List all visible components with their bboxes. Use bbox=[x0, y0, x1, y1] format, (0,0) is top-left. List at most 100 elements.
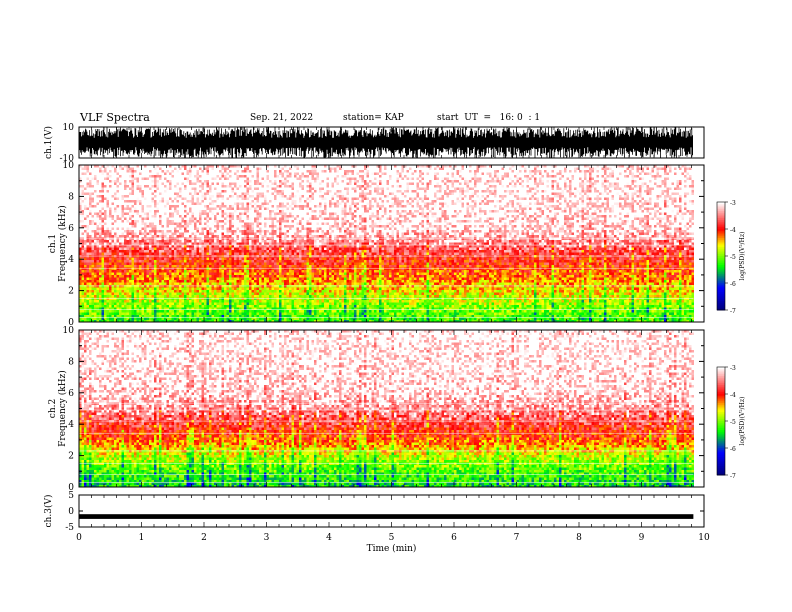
x-tick-label: 0 bbox=[76, 533, 82, 543]
colorbar-cell bbox=[717, 435, 725, 438]
x-tick-label: 4 bbox=[326, 533, 332, 543]
y-tick-label: 5 bbox=[68, 491, 74, 501]
colorbar-cell bbox=[717, 381, 725, 384]
x-tick-label: 7 bbox=[514, 533, 520, 543]
station-label: station= KAP bbox=[343, 113, 404, 123]
colorbar-cell bbox=[717, 460, 725, 463]
colorbar-cell bbox=[717, 446, 725, 449]
colorbar-cell bbox=[717, 266, 725, 270]
y-tick-label: 0 bbox=[68, 483, 74, 493]
colorbar-cell bbox=[717, 245, 725, 248]
colorbar-cell bbox=[717, 426, 725, 429]
colorbar-cell bbox=[717, 395, 725, 399]
colorbar-ch1: -3 -4 -5 -6 -7 log(PSD)(V²/Hz) bbox=[716, 200, 746, 315]
colorbar-cell bbox=[717, 230, 725, 234]
colorbar-cell bbox=[717, 379, 725, 382]
colorbar-cell bbox=[717, 221, 725, 225]
colorbar-cell bbox=[717, 394, 725, 397]
colorbar-cell bbox=[717, 261, 725, 264]
colorbar-cell bbox=[717, 471, 725, 474]
colorbar-cell bbox=[717, 392, 725, 395]
colorbar-cell bbox=[717, 374, 725, 377]
colorbar-tick-label: -7 bbox=[730, 308, 736, 315]
colorbar-cell bbox=[717, 234, 725, 237]
waveform-ch3 bbox=[79, 514, 694, 519]
y-tick-label: 0 bbox=[68, 507, 74, 517]
colorbar-cell bbox=[717, 281, 725, 284]
colorbar-cell bbox=[717, 428, 725, 431]
colorbar-cell bbox=[717, 209, 725, 212]
colorbar-cell bbox=[717, 466, 725, 469]
colorbar-cell bbox=[717, 424, 725, 427]
colorbar-cell bbox=[717, 250, 725, 253]
colorbar-cell bbox=[717, 430, 725, 433]
y-axis-label: ch.2 bbox=[48, 399, 58, 418]
colorbar-cell bbox=[717, 408, 725, 411]
colorbar-cell bbox=[717, 308, 725, 311]
colorbar-cell bbox=[717, 469, 725, 472]
colorbar-cell bbox=[717, 437, 725, 440]
spectrogram-ch2 bbox=[79, 330, 694, 488]
colorbar-cell bbox=[717, 211, 725, 214]
colorbar-cell bbox=[717, 205, 725, 208]
colorbar-cell bbox=[717, 440, 725, 444]
colorbar-cell bbox=[717, 279, 725, 282]
x-tick-label: 3 bbox=[264, 533, 270, 543]
colorbar-cell bbox=[717, 431, 725, 435]
colorbar-cell bbox=[717, 257, 725, 261]
colorbar-cell bbox=[717, 433, 725, 436]
colorbar-cell bbox=[717, 243, 725, 246]
x-tick-label: 2 bbox=[201, 533, 207, 543]
colorbar-cell bbox=[717, 301, 725, 304]
colorbar-cell bbox=[717, 203, 725, 207]
y-tick-label: 2 bbox=[68, 452, 74, 462]
colorbar-cell bbox=[717, 448, 725, 451]
colorbar-ch2: -3 -4 -5 -6 -7 log(PSD)(V²/Hz) bbox=[716, 365, 746, 480]
colorbar-cell bbox=[717, 263, 725, 266]
colorbar-cell bbox=[717, 216, 725, 219]
colorbar-cell bbox=[717, 451, 725, 454]
colorbar-cell bbox=[717, 422, 725, 426]
colorbar-cell bbox=[717, 458, 725, 462]
colorbar-cell bbox=[717, 284, 725, 288]
colorbar-cell bbox=[717, 306, 725, 309]
colorbar-cell bbox=[717, 417, 725, 420]
colorbar-cell bbox=[717, 399, 725, 402]
colorbar-cell bbox=[717, 453, 725, 456]
colorbar-cell bbox=[717, 223, 725, 226]
colorbar-cell bbox=[717, 403, 725, 406]
colorbar-cell bbox=[717, 376, 725, 379]
colorbar-cell bbox=[717, 207, 725, 210]
colorbar-cell bbox=[717, 247, 725, 250]
colorbar-cell bbox=[717, 229, 725, 232]
colorbar-cell bbox=[717, 212, 725, 216]
colorbar-cell bbox=[717, 385, 725, 388]
x-tick-label: 6 bbox=[451, 533, 457, 543]
colorbar-cell bbox=[717, 256, 725, 259]
y-tick-label: 10 bbox=[63, 123, 75, 133]
colorbar-cell bbox=[717, 419, 725, 422]
y-tick-label: 4 bbox=[68, 255, 74, 265]
colorbar-tick-label: -3 bbox=[730, 365, 736, 372]
x-tick-label: 9 bbox=[639, 533, 645, 543]
colorbar-cell bbox=[717, 277, 725, 280]
colorbar-tick-label: -6 bbox=[730, 281, 736, 288]
colorbar-cell bbox=[717, 286, 725, 289]
y-tick-label: 10 bbox=[63, 326, 75, 336]
colorbar-cell bbox=[717, 368, 725, 372]
colorbar-cell bbox=[717, 288, 725, 291]
colorbar-cell bbox=[717, 404, 725, 408]
colorbar-cell bbox=[717, 455, 725, 458]
colorbar-cell bbox=[717, 457, 725, 460]
colorbar-tick-label: -5 bbox=[730, 254, 736, 261]
y-tick-label: -10 bbox=[60, 154, 75, 164]
colorbar-cell bbox=[717, 232, 725, 235]
colorbar-tick-label: -4 bbox=[730, 227, 736, 234]
y-tick-label: 0 bbox=[68, 318, 74, 328]
colorbar-cell bbox=[717, 304, 725, 307]
y-axis-label: ch.1(V) bbox=[43, 126, 54, 159]
colorbar-cell bbox=[717, 464, 725, 467]
y-tick-label: -5 bbox=[65, 523, 74, 533]
colorbar-cell bbox=[717, 449, 725, 453]
colorbar-cell bbox=[717, 248, 725, 252]
